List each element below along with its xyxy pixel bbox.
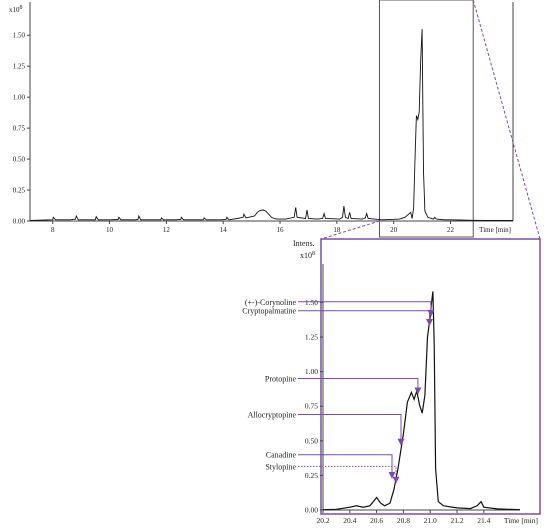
top-x-tick-label: 16 (277, 226, 285, 234)
peak-annotation-arrow (298, 301, 435, 317)
top-y-tick-label: 1.50 (13, 32, 26, 40)
bottom-y-axis-title: Intens. (293, 239, 315, 248)
bottom-y-tick-label: 1.50 (305, 298, 318, 307)
bottom-x-axis-label: Time [min] (504, 516, 538, 525)
zoom-projection-right (472, 0, 541, 240)
bottom-x-tick-label: 20.6 (370, 516, 383, 525)
top-y-tick-label: 1.25 (13, 63, 26, 71)
top-x-tick-label: 8 (51, 226, 55, 234)
peak-label: Allocryptopine (248, 411, 297, 420)
top-y-tick-label: 0.25 (13, 187, 26, 195)
peak-label: Protopine (265, 375, 297, 384)
bottom-y-tick-label: 0.75 (305, 402, 318, 411)
bottom-y-tick-label: 0.25 (305, 471, 318, 480)
bottom-x-tick-label: 20.4 (343, 516, 356, 525)
peak-annotation-arrow (298, 378, 422, 395)
zoom-projection-left (320, 220, 380, 240)
peak-annotation-arrow (298, 414, 405, 446)
bottom-chromatogram-trace (322, 291, 521, 511)
bottom-x-tick-label: 20.2 (316, 516, 329, 525)
top-y-exponent-sup: 8 (20, 5, 23, 11)
top-x-tick-label: 18 (333, 226, 341, 234)
peak-annotation-arrow (298, 465, 400, 484)
top-y-tick-label: 0.00 (13, 218, 26, 226)
peak-label: Stylopine (265, 462, 296, 471)
bottom-y-exponent-label: x108 (300, 251, 315, 260)
top-x-axis-label: Time [min] (479, 226, 511, 234)
top-x-tick-label: 14 (220, 226, 228, 234)
bottom-x-tick-label: 21.0 (424, 516, 437, 525)
bottom-x-tick-label: 21.4 (477, 516, 490, 525)
bottom-y-tick-label: 1.00 (305, 367, 318, 376)
zoom-highlight-box (378, 0, 474, 238)
bottom-x-tick-label: 20.8 (397, 516, 410, 525)
top-chromatogram-trace (29, 29, 514, 221)
bottom-y-tick-label: 0.00 (305, 506, 318, 515)
peak-label: Cryptopalmatine (242, 307, 296, 316)
top-y-tick-label: 0.75 (13, 125, 26, 133)
top-y-exponent-label: x108 (9, 5, 23, 14)
bottom-y-tick-label: 0.50 (305, 436, 318, 445)
top-x-tick-label: 20 (390, 226, 398, 234)
zoom-inset-frame (320, 238, 541, 515)
bottom-x-tick-label: 21.2 (450, 516, 463, 525)
bottom-y-exponent-sup: 8 (312, 251, 315, 257)
bottom-y-tick-label: 1.25 (305, 333, 318, 342)
peak-label: Canadine (266, 451, 297, 460)
top-y-tick-label: 1.00 (13, 94, 26, 102)
peak-annotation-arrow (298, 454, 396, 479)
top-x-tick-label: 12 (163, 226, 171, 234)
top-y-tick-label: 0.50 (13, 156, 26, 164)
peak-annotation-arrow (298, 310, 433, 326)
top-x-tick-label: 10 (106, 226, 114, 234)
peak-label: (+-)-Corynoline (245, 298, 297, 307)
top-x-tick-label: 22 (447, 226, 455, 234)
